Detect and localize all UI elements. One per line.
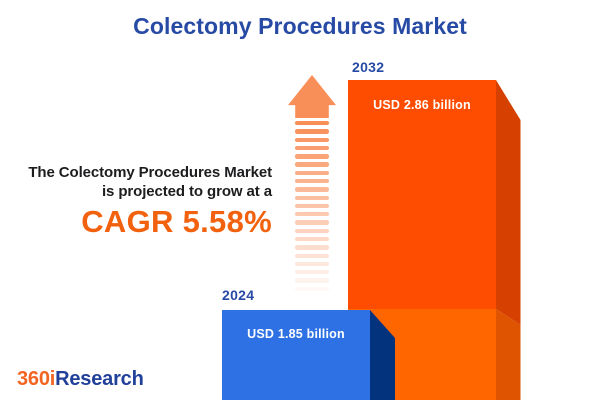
arrow-stripe	[295, 137, 329, 142]
logo-text-blue: Research	[55, 368, 144, 390]
arrow-stripe	[295, 178, 329, 184]
year-label-2032: 2032	[352, 59, 385, 75]
arrow-stripe	[295, 203, 329, 209]
arrow-stripe	[295, 286, 329, 292]
intro-line-1: The Colectomy Procedures Market	[28, 164, 272, 181]
arrow-stripe	[295, 212, 329, 217]
page-title: Colectomy Procedures Market	[133, 13, 467, 39]
arrow-stripe	[295, 245, 329, 250]
intro-text-block: The Colectomy Procedures Market is proje…	[0, 164, 272, 237]
bar-2024-side	[370, 310, 395, 400]
arrow-stripes	[295, 121, 329, 295]
arrow-stripe	[295, 187, 329, 192]
arrow-stripe	[295, 162, 329, 167]
arrow-stripe	[295, 145, 329, 151]
arrow-stripe	[295, 195, 329, 200]
bar-2032-side-bottom	[496, 309, 521, 400]
year-label-2024: 2024	[222, 287, 255, 303]
arrow-stripe	[295, 270, 329, 275]
arrow-stripe	[295, 261, 329, 267]
arrow-stripe	[295, 278, 329, 283]
bar-value-2024: USD 1.85 billion	[247, 327, 345, 341]
intro-line-2: is projected to grow at a	[101, 182, 272, 200]
bar-2032-front-top	[348, 80, 496, 309]
bar-2024-front	[222, 310, 370, 400]
cagr-value: CAGR 5.58%	[81, 204, 272, 239]
arrow-stripe	[295, 236, 329, 242]
bar-2032-side-top	[496, 80, 521, 325]
arrow-stripe	[295, 228, 329, 234]
arrow-stripe	[295, 253, 329, 258]
arrow-stripe	[295, 170, 329, 176]
arrow-stripe	[295, 220, 329, 225]
arrow-stripe	[295, 129, 329, 134]
bar-value-2032: USD 2.86 billion	[373, 98, 471, 112]
arrow-stripe	[295, 121, 329, 126]
logo-text-orange: 360i	[17, 368, 56, 390]
company-logo: 360iResearch	[17, 368, 144, 391]
arrow-stripe	[295, 154, 329, 159]
